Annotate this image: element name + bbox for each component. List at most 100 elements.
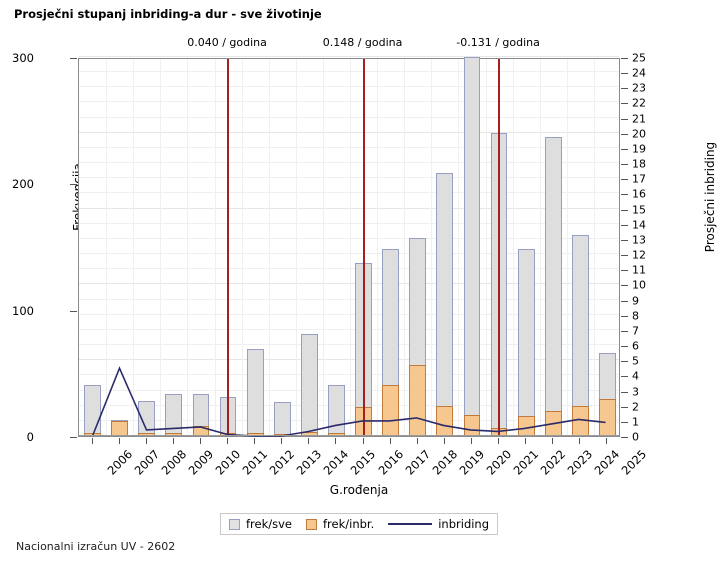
x-axis-tick-mark [227, 438, 229, 444]
inbriding-line [91, 366, 606, 437]
x-axis-tick-mark [552, 438, 554, 444]
gridline-vertical [241, 59, 243, 436]
x-axis-tick-label: 2006 [104, 447, 135, 478]
gridline [79, 328, 619, 330]
y-axis-right-tick-mark [621, 118, 628, 120]
gridline [79, 419, 619, 421]
x-axis-tick-mark [118, 438, 120, 444]
gridline [79, 207, 619, 209]
plot-area [78, 56, 620, 437]
x-axis-tick-label: 2022 [537, 447, 569, 478]
x-axis-tick-label: 2012 [266, 447, 298, 478]
y-axis-right-tick: 5 [632, 354, 639, 368]
x-axis-tick-mark [172, 438, 174, 444]
gridline [79, 344, 619, 346]
y-axis-right-tick: 8 [632, 309, 639, 323]
y-axis-right-tick: 25 [632, 51, 646, 65]
x-axis-tick-mark [606, 438, 608, 444]
y-axis-right-tick-mark [621, 88, 628, 90]
legend-label: inbriding [438, 517, 490, 531]
legend-swatch [228, 518, 240, 530]
gridline [79, 146, 619, 148]
gridline-vertical [322, 59, 324, 436]
y-axis-left-tick: 0 [26, 430, 34, 444]
gridline-vertical [377, 59, 379, 436]
x-axis-tick-label: 2024 [591, 447, 623, 478]
gridline-vertical [539, 59, 541, 436]
gridline [79, 359, 619, 361]
y-axis-right-tick: 22 [632, 96, 646, 110]
x-axis-tick-mark [416, 438, 418, 444]
x-axis-tick-label: 2016 [375, 447, 406, 478]
gridline [79, 253, 619, 255]
legend-item: frek/sve [228, 517, 292, 531]
y-axis-left-tick-mark [70, 437, 77, 438]
x-axis-tick-mark [91, 438, 93, 444]
y-axis-right-tick-mark [621, 58, 628, 59]
trend-rate-label: -0.131 / godina [456, 36, 540, 49]
gridline-vertical [404, 59, 406, 436]
y-axis-right-tick: 12 [632, 248, 646, 262]
y-axis-right-tick: 13 [632, 233, 646, 247]
gridline-vertical [431, 59, 433, 436]
x-axis-tick-mark [308, 438, 310, 444]
gridline [79, 237, 619, 239]
gridline-vertical [106, 59, 108, 436]
x-axis-tick-mark [199, 438, 201, 444]
y-axis-right-tick-mark [621, 315, 628, 317]
x-axis-tick-label: 2020 [483, 447, 515, 478]
x-axis-tick-mark [281, 438, 283, 444]
x-axis-tick-label: 2023 [564, 447, 596, 478]
gridline-vertical [295, 59, 297, 436]
gridline [79, 71, 619, 73]
y-axis-right-tick-mark [621, 346, 628, 348]
y-axis-right-tick: 3 [632, 385, 639, 399]
gridline [79, 389, 619, 391]
y-axis-right-tick-mark [621, 73, 628, 75]
y-axis-right-tick: 19 [632, 142, 646, 156]
y-axis-right-tick-mark [621, 300, 628, 302]
gridline [79, 192, 619, 194]
x-axis-tick-mark [362, 438, 364, 444]
y-axis-left-tick-mark [70, 310, 77, 312]
y-axis-left-tick-mark [70, 184, 77, 186]
y-axis-right-tick-mark [621, 194, 628, 196]
y-axis-right-tick-mark [621, 330, 628, 332]
legend-label: frek/sve [245, 517, 292, 531]
y-axis-right-tick-mark [621, 285, 628, 287]
footer-note: Nacionalni izračun UV - 2602 [16, 540, 176, 553]
x-axis-tick-mark [145, 438, 147, 444]
x-axis-tick-label: 2014 [320, 447, 352, 478]
gridline-vertical [593, 59, 595, 436]
x-axis-tick-mark [389, 438, 391, 444]
gridline-vertical [160, 59, 162, 436]
x-axis-tick-mark [254, 438, 256, 444]
y-axis-right-tick-mark [621, 103, 628, 105]
y-axis-right-tick: 23 [632, 81, 646, 95]
y-axis-right-tick-mark [621, 224, 628, 226]
y-axis-right-tick: 20 [632, 127, 646, 141]
gridline [79, 374, 619, 376]
y-axis-right-tick-mark [621, 148, 628, 150]
y-axis-left-tick: 300 [12, 51, 34, 65]
gridline [79, 404, 619, 406]
gridline [79, 131, 619, 133]
y-axis-right-label: Prosječni inbriding [703, 141, 717, 253]
y-axis-right-tick: 24 [632, 66, 646, 80]
y-axis-left-tick-mark [70, 58, 77, 59]
x-axis-tick-label: 2018 [429, 447, 460, 478]
chart-title: Prosječni stupanj inbriding-a dur - sve … [14, 7, 322, 21]
x-axis-tick-label: 2013 [293, 447, 325, 478]
y-axis-right-tick-mark [621, 361, 628, 363]
x-axis-tick-label: 2019 [456, 447, 488, 478]
gridline [79, 86, 619, 88]
gridline-vertical [566, 59, 568, 436]
x-axis-tick-mark [335, 438, 337, 444]
y-axis-right-tick-mark [621, 239, 628, 241]
gridline [79, 283, 619, 285]
gridline [79, 298, 619, 300]
gridline [79, 116, 619, 118]
trend-rate-label: 0.148 / godina [322, 36, 403, 49]
x-axis-tick-label: 2008 [158, 447, 189, 478]
y-axis-right-tick-mark [621, 376, 628, 378]
